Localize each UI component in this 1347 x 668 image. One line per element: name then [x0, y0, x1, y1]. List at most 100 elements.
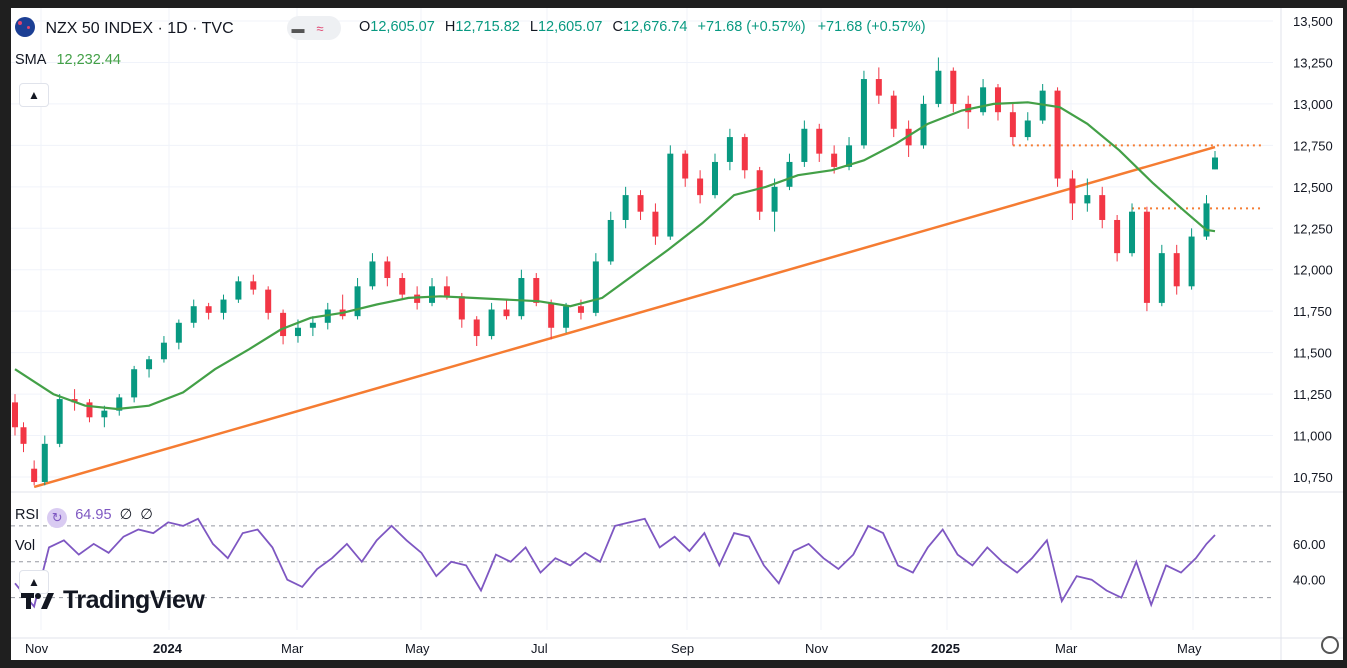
candle-body [56, 399, 63, 444]
candle-body [607, 219, 614, 262]
candle-body [131, 369, 138, 398]
logo-text: TradingView [63, 586, 205, 614]
tradingview-logo: TradingView [21, 586, 205, 615]
candle-body [816, 128, 823, 154]
x-tick-label: 2024 [153, 641, 183, 656]
sma-line [14, 101, 1216, 411]
candle-body [20, 427, 27, 444]
candle-body [533, 278, 540, 303]
sma-value: 12,232.44 [56, 52, 121, 68]
high-value: 12,715.82 [455, 19, 520, 35]
candle-body [1054, 90, 1061, 179]
candle-body [771, 186, 778, 212]
candle-body [905, 128, 912, 146]
x-tick-label: Jul [531, 641, 548, 656]
candle-body [1212, 157, 1218, 170]
candle-body [1099, 195, 1106, 220]
rsi-layer [14, 517, 1216, 609]
collapse-legend-button[interactable]: ▲ [19, 83, 49, 107]
candle-body [667, 153, 674, 237]
y-tick-label: 12,500 [1293, 180, 1333, 195]
candle-body [369, 261, 376, 287]
candle-body [950, 70, 957, 104]
trendline [33, 145, 1216, 489]
sma-legend[interactable]: SMA 12,232.44 [15, 52, 121, 68]
candle-body [175, 322, 182, 343]
chevron-up-icon: ▲ [28, 88, 40, 102]
candle-body [86, 402, 93, 418]
vol-legend[interactable]: Vol [15, 538, 35, 554]
legend-row: NZX 50 INDEX · 1D · TVC [15, 17, 234, 38]
x-tick-label: Mar [1055, 641, 1078, 656]
candle-body [354, 286, 361, 317]
candle-body [414, 294, 421, 303]
candle-body [265, 289, 272, 313]
candle-body [563, 306, 570, 328]
candle-body [250, 281, 257, 290]
candle-body [890, 95, 897, 129]
indicator-toggle-pill[interactable]: ▬ ≈ [287, 16, 341, 40]
candle-body [1129, 211, 1136, 254]
trendline-layer [33, 144, 1261, 489]
candle-body [831, 153, 838, 167]
rsi-legend[interactable]: RSI ↻ 64.95 ∅ ∅ [15, 507, 153, 528]
symbol-title[interactable]: NZX 50 INDEX · 1D · TVC [45, 20, 234, 37]
close-label: C [612, 19, 623, 35]
candle-body [637, 195, 644, 212]
y-tick-label: 12,000 [1293, 263, 1333, 278]
rsi-settings-icon[interactable]: ↻ [47, 508, 68, 528]
candle-body [622, 195, 629, 220]
candle-body [443, 286, 450, 297]
y-tick-label: 10,750 [1293, 470, 1333, 485]
rsi-label: RSI [15, 507, 40, 523]
candle-body [935, 70, 942, 104]
wave-icon[interactable]: ≈ [316, 20, 324, 36]
candle-body [846, 145, 853, 167]
ohlc-readout: O12,605.07 H12,715.82 L12,605.07 C12,676… [359, 19, 926, 35]
candle-body [280, 312, 287, 337]
candle-body [384, 261, 391, 279]
y-tick-label: 11,500 [1293, 346, 1332, 361]
change-value-2: +71.68 (+0.57%) [817, 19, 926, 35]
candle-body [1188, 236, 1195, 287]
chart-canvas[interactable]: 13,500 13,250 13,000 12,750 12,500 12,250 12,0… [11, 8, 1343, 660]
candle-body [756, 170, 763, 212]
candle-body [860, 79, 867, 146]
rsi-extra-1: ∅ [119, 507, 133, 523]
gear-icon[interactable] [1321, 636, 1339, 654]
candle-body [1143, 211, 1150, 303]
candle-body [294, 327, 301, 337]
candlestick-series [12, 57, 1218, 486]
rsi-tick-label: 60.00 [1293, 537, 1326, 552]
candle-body [146, 359, 153, 370]
candle-body [786, 161, 793, 187]
candle-body [503, 309, 510, 317]
candle-body [41, 443, 48, 482]
x-tick-label: May [1177, 641, 1202, 656]
candle-body [980, 87, 987, 113]
candle-body [205, 306, 212, 313]
axes: 13,500 13,250 13,000 12,750 12,500 12,250 12,0… [25, 14, 1333, 656]
candle-body [697, 178, 704, 196]
minus-icon[interactable]: ▬ [291, 20, 305, 36]
candle-body [309, 322, 316, 328]
candle-body [682, 153, 689, 179]
chevron-up-icon: ▲ [28, 575, 40, 589]
y-tick-label: 12,750 [1293, 138, 1333, 153]
open-value: 12,605.07 [370, 19, 435, 35]
low-label: L [529, 19, 538, 35]
y-tick-label: 11,750 [1293, 304, 1332, 319]
collapse-pane-button[interactable]: ▲ [19, 570, 49, 594]
x-tick-label: Nov [805, 641, 829, 656]
x-tick-label: May [405, 641, 430, 656]
candle-body [458, 296, 465, 320]
x-tick-label: Nov [25, 641, 49, 656]
candle-body [1084, 195, 1091, 204]
nz-flag-icon [15, 17, 35, 37]
rsi-level-lines [11, 525, 1273, 599]
sma-layer [14, 101, 1216, 411]
candle-body [994, 87, 1001, 113]
chart-frame: 13,500 13,250 13,000 12,750 12,500 12,250 12,0… [11, 8, 1343, 660]
change-value: +71.68 (+0.57%) [697, 19, 806, 35]
candle-body [1173, 253, 1180, 287]
